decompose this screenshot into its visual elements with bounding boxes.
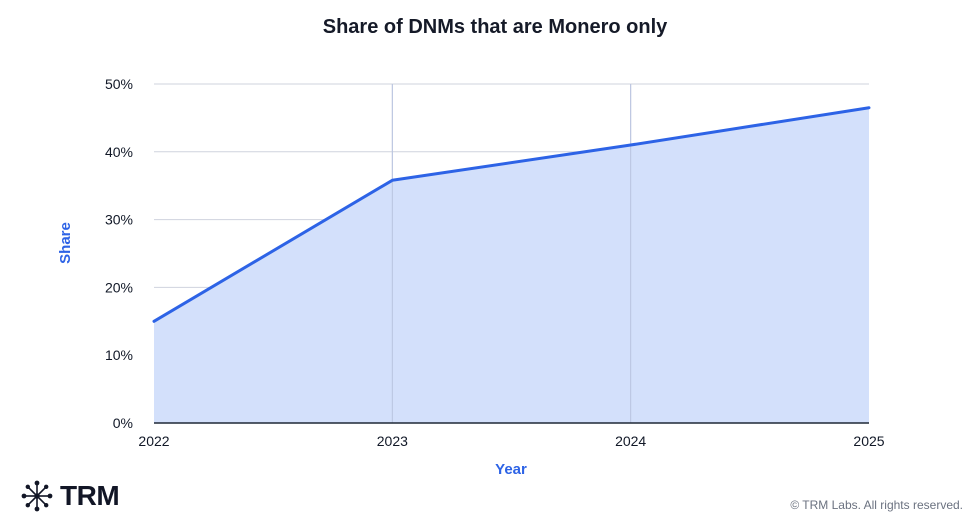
y-tick-label: 10% bbox=[105, 347, 133, 363]
x-axis-label: Year bbox=[495, 461, 527, 478]
y-tick-label: 40% bbox=[105, 144, 133, 160]
copyright-text: © TRM Labs. All rights reserved. bbox=[790, 498, 963, 512]
trm-network-icon bbox=[21, 480, 53, 512]
y-tick-label: 30% bbox=[105, 212, 133, 228]
y-tick-label: 50% bbox=[105, 76, 133, 92]
x-tick-label: 2022 bbox=[138, 433, 169, 449]
trm-logo: TRM bbox=[20, 478, 120, 514]
y-tick-label: 20% bbox=[105, 279, 133, 295]
y-tick-label: 0% bbox=[113, 415, 133, 431]
x-tick-label: 2023 bbox=[377, 433, 408, 449]
chart-title: Share of DNMs that are Monero only bbox=[322, 16, 668, 38]
series-line bbox=[152, 106, 871, 323]
x-tick-label: 2024 bbox=[615, 433, 646, 449]
y-axis-label: Share bbox=[57, 222, 74, 264]
area-fill bbox=[154, 107, 869, 423]
x-tick-label: 2025 bbox=[853, 433, 884, 449]
logo-text: TRM bbox=[60, 480, 120, 511]
